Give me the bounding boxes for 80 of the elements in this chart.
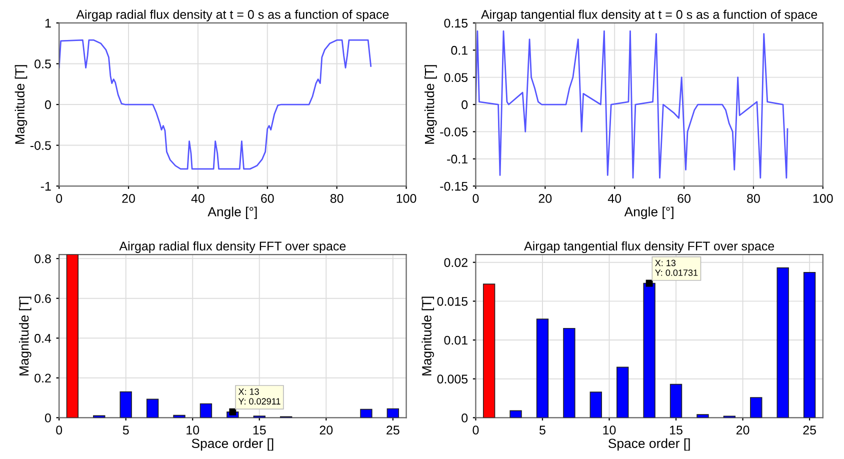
bar [482,284,496,418]
y-axis-title: Magnitude [T] [18,296,32,376]
x-tick-label: 0 [56,194,62,203]
x-tick-label: 20 [122,194,135,203]
x-axis-title: Space order [] [192,438,274,451]
bar [510,410,522,418]
x-tick-label: 15 [670,426,682,435]
x-tick-label: 80 [330,194,344,203]
bar [146,398,159,418]
y-tick-label: 0.8 [34,254,51,264]
y-tick-label: 0.15 [444,18,468,28]
y-tick-label: 1 [45,18,51,28]
x-tick-label: 25 [386,426,400,435]
x-tick-label: 20 [320,426,333,435]
bar [670,384,682,418]
x-tick-label: 0 [472,426,479,435]
chart-title: Airgap tangential flux density FFT over space [524,241,774,253]
y-tick-label: 0 [462,413,468,422]
y-tick-label: 0.4 [34,334,52,343]
y-tick-label: -1 [40,182,51,191]
x-tick-label: 60 [678,194,690,203]
x-tick-label: 40 [191,194,204,203]
y-tick-label: -0.05 [440,127,468,136]
line-series [59,39,372,170]
x-axis-title: Angle [°] [208,206,257,220]
chart-title: Airgap tangential flux density at t = 0 s as a function of space [481,10,818,22]
y-tick-label: -0.5 [30,141,51,150]
y-tick-label: 0.2 [34,374,51,383]
bar [803,272,816,418]
bar [120,391,132,418]
bar [616,366,629,418]
x-tick-label: 0 [56,426,62,435]
chart-title: Airgap radial flux density at t = 0 s as a function of space [76,10,389,22]
x-tick-label: 5 [540,426,546,435]
bar [750,397,762,418]
bar [776,267,789,418]
bar [386,408,400,418]
x-tick-label: 20 [538,194,552,203]
y-axis-title: Magnitude [T] [14,65,28,144]
y-tick-label: 0.005 [437,374,468,384]
x-tick-label: 60 [261,194,274,203]
x-tick-label: 40 [608,194,622,203]
y-tick-label: 0.5 [34,60,51,68]
bar [360,408,372,418]
y-tick-label: 0.01 [444,336,468,345]
x-tick-label: 100 [396,194,416,203]
x-tick-label: 20 [736,426,750,435]
line-series [476,30,788,179]
y-tick-label: 0 [44,413,51,422]
annotation: X: 13 Y: 0.01731 [655,260,698,276]
y-tick-label: -0.1 [447,154,468,164]
x-tick-label: 100 [813,194,833,203]
y-axis-title: Magnitude [T] [422,296,434,376]
y-tick-label: 0.02 [444,258,468,267]
x-tick-label: 80 [747,194,760,203]
bar [173,414,186,418]
x-tick-label: 0 [472,194,479,203]
chart-title: Airgap radial flux density FFT over space [119,241,346,253]
bar [590,392,602,418]
bar [66,254,79,418]
y-tick-label: 0.015 [437,296,468,306]
y-tick-label: 0.6 [34,294,51,303]
x-tick-label: 5 [122,426,129,435]
x-tick-label: 15 [253,426,266,435]
y-tick-label: 0.05 [444,73,468,82]
y-tick-label: 0.1 [451,46,468,55]
bar [563,328,576,418]
x-tick-label: 25 [803,426,816,435]
x-axis-title: Angle [°] [624,206,674,220]
x-tick-label: 10 [186,426,200,435]
y-tick-label: 0 [462,100,468,110]
annotation: X: 13 Y: 0.02911 [238,388,280,405]
x-axis-title: Space order [] [608,438,690,451]
y-axis-title: Magnitude [T] [424,65,437,144]
bar [696,414,709,418]
y-tick-label: 0 [44,100,51,110]
x-tick-label: 10 [603,426,616,435]
y-tick-label: -0.15 [440,182,468,191]
bar [536,318,549,418]
bar [200,403,212,418]
